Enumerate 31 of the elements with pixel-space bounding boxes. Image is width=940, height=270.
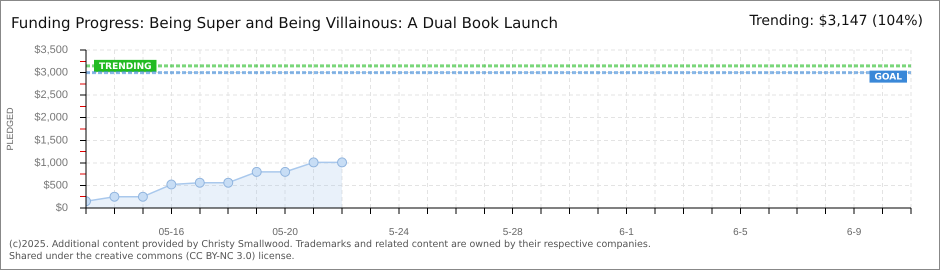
point <box>194 178 205 188</box>
point <box>138 192 148 202</box>
y-tick-label: $0 <box>56 202 68 214</box>
point <box>280 166 290 177</box>
chart-subtitle: Trending: $3,147 (104%) <box>749 13 923 29</box>
chart-title: Funding Progress: Being Super and Being Villainous: A Dual Book Launch <box>11 14 558 32</box>
point <box>337 157 348 168</box>
x-tick-label: 05-16 <box>158 226 185 238</box>
y-tick-label: $3,000 <box>34 66 68 79</box>
text: (c)2025. Additional content provided by Christy Smallwood. Trademarks and related content are owned by their respective companies. <box>9 239 651 251</box>
x-tick-label: 6-9 <box>846 226 862 238</box>
x-tick-label: 05-20 <box>272 226 298 238</box>
x-tick-label: 6-1 <box>619 226 634 238</box>
text: Shared under the creative commons (CC BY-NC 3.0) license. <box>9 251 296 263</box>
x-tick-label: 5-24 <box>388 226 410 238</box>
point <box>109 192 120 202</box>
point <box>252 166 262 177</box>
y-tick-label: $1,500 <box>34 134 68 146</box>
ref-line-label: GOAL <box>874 72 902 82</box>
point <box>223 178 234 188</box>
x-tick-label: 5-28 <box>502 226 524 238</box>
point <box>308 157 319 168</box>
y-tick-label: $1,000 <box>34 156 68 169</box>
x-tick-label: 6-5 <box>733 226 748 238</box>
y-tick-label: $2,000 <box>34 112 68 124</box>
ref-line-label: TRENDING <box>99 62 152 72</box>
point <box>166 180 176 190</box>
y-tick-label: $500 <box>44 179 68 192</box>
y-tick-label: $2,500 <box>34 89 68 102</box>
y-tick-label: $3,500 <box>34 44 68 56</box>
y-axis-title: PLEDGED <box>4 106 15 151</box>
